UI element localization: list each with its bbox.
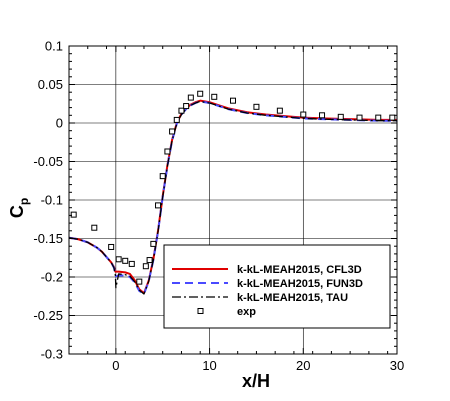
x-tick-label: 0 xyxy=(112,358,119,373)
data-point-exp xyxy=(375,114,382,121)
data-point-exp xyxy=(276,107,283,114)
data-point-exp xyxy=(183,103,190,110)
y-tick-label: -0.15 xyxy=(33,231,63,246)
data-point-exp xyxy=(122,257,129,264)
legend-label-fun3d: k-kL-MEAH2015, FUN3D xyxy=(237,278,363,290)
data-point-exp xyxy=(108,243,115,250)
x-tick-label: 10 xyxy=(202,358,216,373)
y-tick-label: 0.1 xyxy=(45,39,63,54)
x-tick-label: 30 xyxy=(390,358,404,373)
series-exp xyxy=(70,90,396,285)
data-point-exp xyxy=(211,93,218,100)
y-tick-label: -0.1 xyxy=(41,193,63,208)
y-axis-title-subscript: p xyxy=(17,198,31,205)
data-point-exp xyxy=(115,256,122,263)
legend-label-cfl3d: k-kL-MEAH2015, CFL3D xyxy=(237,264,362,276)
x-tick-label: 20 xyxy=(296,358,310,373)
legend: k-kL-MEAH2015, CFL3D k-kL-MEAH2015, FUN3… xyxy=(163,244,391,329)
legend-swatch-exp xyxy=(197,308,204,314)
y-tick-label: 0.05 xyxy=(38,77,63,92)
data-point-exp xyxy=(142,263,149,270)
data-point-exp xyxy=(136,278,143,285)
data-point-exp xyxy=(70,211,77,218)
series-line-k-kl-meah2015-tau xyxy=(68,100,397,295)
data-point-exp xyxy=(159,173,166,180)
series-layer xyxy=(68,90,397,295)
data-point-exp xyxy=(169,128,176,135)
data-point-exp xyxy=(356,114,363,121)
y-tick-label: -0.3 xyxy=(41,347,63,362)
y-tick-label: 0 xyxy=(56,116,63,131)
data-point-exp xyxy=(178,107,185,114)
data-point-exp xyxy=(253,103,260,110)
y-tick-label: -0.25 xyxy=(33,308,63,323)
x-axis-title: x/H xyxy=(242,371,270,391)
y-axis-title-group: Cp xyxy=(7,198,31,218)
y-tick-label: -0.2 xyxy=(41,270,63,285)
y-tick-label: -0.05 xyxy=(33,154,63,169)
y-axis-title-main: C xyxy=(7,205,27,218)
data-point-exp xyxy=(197,90,204,97)
data-point-exp xyxy=(146,257,153,264)
data-point-exp xyxy=(230,97,236,104)
axis-ticks: 0 10 20 30 -0.3 -0.25 -0.2 -0.15 -0.1 -0.05 0 0.05 0… xyxy=(33,39,404,374)
data-point-exp xyxy=(187,94,194,101)
legend-label-exp: exp xyxy=(237,306,256,318)
data-point-exp xyxy=(319,112,326,119)
data-point-exp xyxy=(337,113,344,120)
data-point-exp xyxy=(155,202,162,209)
data-point-exp xyxy=(150,240,157,247)
legend-label-tau: k-kL-MEAH2015, TAU xyxy=(237,292,348,304)
data-point-exp xyxy=(173,116,180,123)
y-axis-title: Cp xyxy=(7,198,31,218)
data-point-exp xyxy=(91,224,98,231)
data-point-exp xyxy=(164,148,171,155)
legend-box xyxy=(163,244,391,329)
data-point-exp xyxy=(389,114,396,121)
data-point-exp xyxy=(300,111,307,118)
data-point-exp xyxy=(128,260,135,267)
